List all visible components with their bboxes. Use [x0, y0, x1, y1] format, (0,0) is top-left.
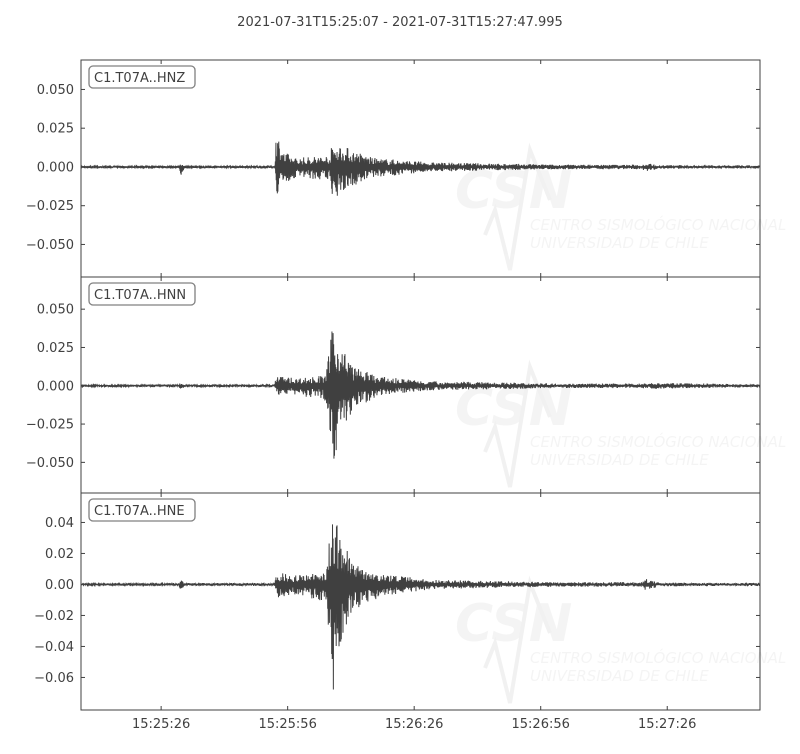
x-tick-label: 15:25:26: [132, 717, 190, 732]
y-tick-label: −0.04: [34, 640, 74, 655]
svg-text:UNIVERSIDAD DE CHILE: UNIVERSIDAD DE CHILE: [530, 667, 709, 685]
svg-text:CSN: CSN: [455, 594, 572, 654]
y-tick-label: 0.050: [37, 83, 74, 98]
x-tick-label: 15:27:26: [638, 717, 696, 732]
waveform-line: [80, 331, 761, 459]
trace-label: C1.T07A..HNZ: [94, 71, 185, 86]
y-tick-label: −0.06: [34, 671, 74, 686]
y-tick-label: 0.025: [37, 122, 74, 137]
y-tick-label: −0.025: [26, 199, 74, 214]
svg-text:CSN: CSN: [455, 161, 572, 221]
y-tick-label: −0.050: [26, 238, 74, 253]
y-tick-label: −0.025: [26, 418, 74, 433]
x-tick-label: 15:26:26: [385, 717, 443, 732]
y-tick-label: 0.02: [45, 547, 74, 562]
trace-label: C1.T07A..HNE: [94, 504, 185, 519]
trace-label: C1.T07A..HNN: [94, 288, 186, 303]
svg-text:CENTRO SISMOLÓGICO NACIONAL: CENTRO SISMOLÓGICO NACIONAL: [530, 215, 786, 234]
trace-label-box: [88, 282, 196, 306]
waveform-line: [80, 141, 761, 196]
waveform-line: [80, 524, 761, 690]
y-tick-label: 0.025: [37, 341, 74, 356]
trace-label-box: [88, 498, 196, 522]
axes-frame: [80, 492, 761, 711]
svg-text:UNIVERSIDAD DE CHILE: UNIVERSIDAD DE CHILE: [530, 451, 709, 469]
y-tick-label: 0.000: [37, 379, 74, 394]
y-tick-label: −0.02: [34, 609, 74, 624]
x-tick-label: 15:26:56: [512, 717, 570, 732]
y-tick-label: 0.00: [45, 578, 74, 593]
y-tick-label: 0.000: [37, 160, 74, 175]
y-tick-label: 0.04: [45, 516, 74, 531]
trace-label-box: [88, 65, 196, 89]
svg-text:UNIVERSIDAD DE CHILE: UNIVERSIDAD DE CHILE: [530, 234, 709, 252]
y-tick-label: 0.050: [37, 303, 74, 318]
chart-title: 2021-07-31T15:25:07 - 2021-07-31T15:27:4…: [237, 15, 563, 30]
y-tick-label: −0.050: [26, 456, 74, 471]
svg-text:CENTRO SISMOLÓGICO NACIONAL: CENTRO SISMOLÓGICO NACIONAL: [530, 432, 786, 451]
svg-text:CENTRO SISMOLÓGICO NACIONAL: CENTRO SISMOLÓGICO NACIONAL: [530, 648, 786, 667]
x-tick-label: 15:25:56: [258, 717, 316, 732]
